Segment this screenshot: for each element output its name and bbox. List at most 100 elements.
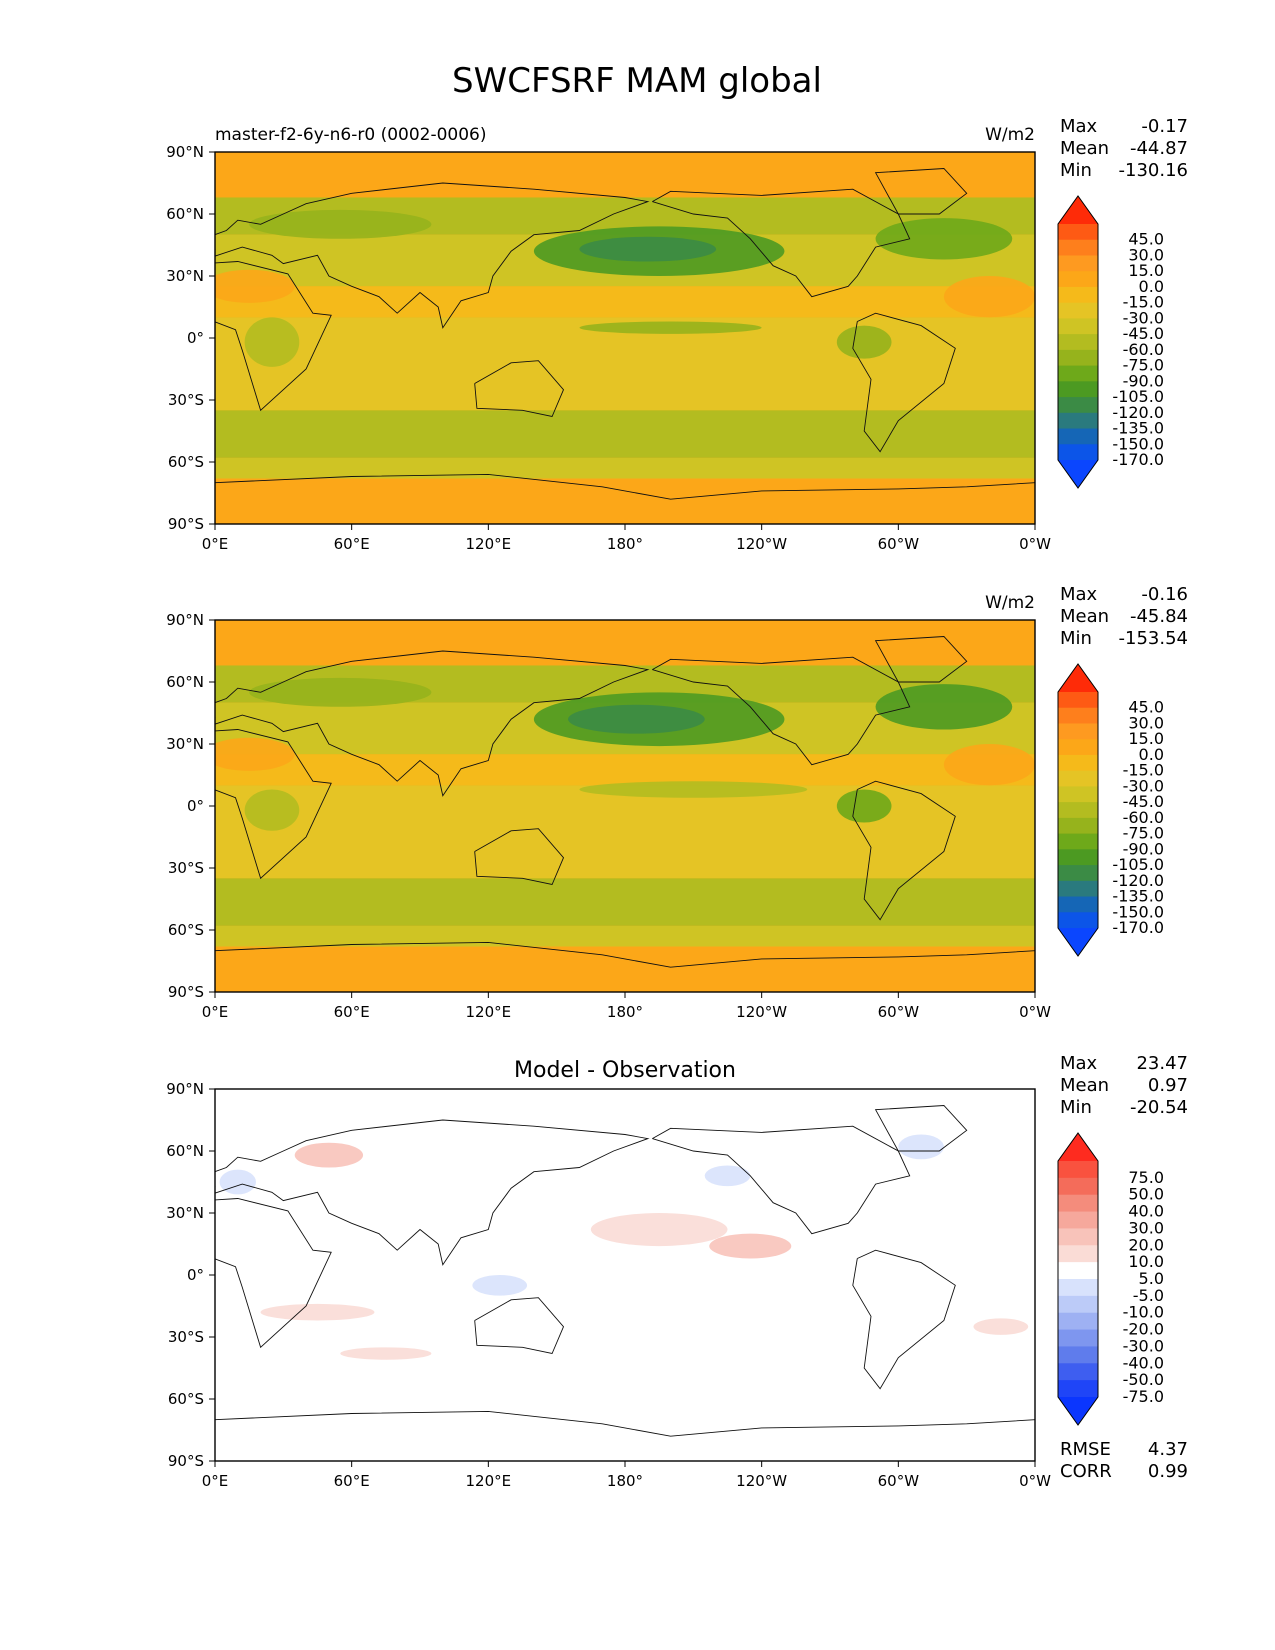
colorbar-segment bbox=[1058, 1279, 1098, 1297]
coastline bbox=[474, 1297, 565, 1355]
coastline bbox=[874, 636, 968, 683]
x-tick-label: 0°W bbox=[1019, 1472, 1051, 1490]
y-tick-label: 30°S bbox=[168, 1328, 204, 1346]
colorbar-tick-label: -120.0 bbox=[1112, 871, 1164, 890]
colorbar-segment bbox=[1058, 428, 1098, 445]
coastline bbox=[852, 780, 956, 921]
field-blob bbox=[836, 789, 892, 823]
field-band bbox=[215, 369, 1035, 411]
field-band bbox=[215, 837, 1035, 879]
y-tick-label: 90°S bbox=[168, 983, 204, 1001]
field-blob bbox=[244, 789, 300, 831]
stat-value: -130.16 bbox=[1119, 160, 1188, 181]
colorbar-tick-label: 0.0 bbox=[1139, 277, 1164, 296]
colorbar-segment bbox=[1058, 754, 1098, 772]
field-blob bbox=[898, 1134, 944, 1160]
colorbar-tick-label: 5.0 bbox=[1139, 1269, 1164, 1288]
colorbar-segment bbox=[1058, 286, 1098, 304]
x-tick-label: 60°E bbox=[334, 1003, 370, 1021]
colorbar-outline bbox=[1057, 1132, 1099, 1426]
stat-label: Max bbox=[1060, 116, 1098, 137]
coastline bbox=[874, 1105, 968, 1152]
colorbar-tick-label: 30.0 bbox=[1128, 245, 1164, 264]
colorbar-segment bbox=[1058, 365, 1098, 382]
stat-value: -45.84 bbox=[1130, 606, 1188, 627]
x-tick-label: 180° bbox=[607, 1472, 643, 1490]
colorbar-tick-label: -135.0 bbox=[1112, 419, 1164, 438]
x-tick-label: 60°W bbox=[878, 1003, 920, 1021]
colorbar-segment bbox=[1058, 1161, 1098, 1179]
coastline bbox=[215, 650, 650, 797]
coastline bbox=[215, 1410, 1035, 1437]
x-tick-label: 0°E bbox=[202, 535, 229, 553]
colorbar-segment bbox=[1058, 255, 1098, 272]
colorbar-tick-label: -30.0 bbox=[1123, 308, 1164, 327]
y-tick-label: 30°N bbox=[166, 1204, 204, 1222]
metric-value: 0.99 bbox=[1148, 1461, 1188, 1482]
y-tick-label: 0° bbox=[187, 329, 204, 347]
field-blob bbox=[244, 317, 300, 367]
x-tick-label: 60°E bbox=[334, 1472, 370, 1490]
y-tick-label: 90°N bbox=[166, 143, 204, 161]
map-panel-difference: 0°E 60°E 120°E 180° 120°W 60°W 0°W 90°N 60°N 30°N… bbox=[166, 1053, 1188, 1490]
panel-left-title: master-f2-6y-n6-r0 (0002-0006) bbox=[215, 125, 487, 145]
stat-label: Min bbox=[1060, 628, 1092, 649]
y-tick-label: 90°N bbox=[166, 611, 204, 629]
x-tick-label: 120°E bbox=[466, 1003, 512, 1021]
colorbar-segment bbox=[1058, 865, 1098, 882]
colorbar-segment bbox=[1058, 849, 1098, 866]
colorbar-tick-label: -120.0 bbox=[1112, 403, 1164, 422]
colorbar-segment bbox=[1058, 1312, 1098, 1331]
metric-label: RMSE bbox=[1060, 1439, 1111, 1460]
colorbar-tick-label: -105.0 bbox=[1112, 855, 1164, 874]
x-tick-label: 120°E bbox=[466, 535, 512, 553]
colorbar-segment bbox=[1058, 739, 1098, 756]
colorbar-segment bbox=[1058, 224, 1098, 241]
colorbar-tick-label: 20.0 bbox=[1128, 1235, 1164, 1254]
x-tick-label: 120°W bbox=[736, 1003, 787, 1021]
coastline bbox=[215, 941, 1035, 968]
field-blob bbox=[219, 1169, 256, 1195]
colorbar-tick-label: 30.0 bbox=[1128, 1218, 1164, 1237]
x-tick-label: 0°E bbox=[202, 1003, 229, 1021]
stat-label: Mean bbox=[1060, 138, 1109, 159]
field-band bbox=[215, 286, 1035, 318]
panel-center-title: Model - Observation bbox=[514, 1058, 736, 1083]
x-tick-label: 120°E bbox=[466, 1472, 512, 1490]
metric-value: 4.37 bbox=[1148, 1439, 1188, 1460]
y-tick-label: 60°N bbox=[166, 1142, 204, 1160]
y-tick-label: 60°S bbox=[168, 1390, 204, 1408]
coastline bbox=[215, 473, 1035, 500]
coastline bbox=[852, 1249, 956, 1390]
field-blob bbox=[836, 325, 892, 359]
stat-value: -0.16 bbox=[1141, 584, 1188, 605]
colorbar-segment bbox=[1058, 1245, 1098, 1263]
field-blob bbox=[704, 1165, 751, 1187]
stat-label: Min bbox=[1060, 1097, 1092, 1118]
colorbar-segment bbox=[1058, 334, 1098, 351]
colorbar-tick-label: -60.0 bbox=[1123, 808, 1164, 827]
colorbar-tick-label: 15.0 bbox=[1128, 729, 1164, 748]
colorbar-segment bbox=[1058, 302, 1098, 319]
colorbar-segment bbox=[1058, 1228, 1098, 1246]
panels-group: 0°E 60°E 120°E 180° 120°W 60°W 0°W 90°N 60°N 30°N… bbox=[166, 116, 1188, 1490]
colorbar-tick-label: -90.0 bbox=[1123, 371, 1164, 390]
field-blob bbox=[249, 677, 432, 707]
colorbar-tick-label: -170.0 bbox=[1112, 450, 1164, 469]
x-tick-label: 60°W bbox=[878, 535, 920, 553]
colorbar-segment bbox=[1058, 412, 1098, 430]
field-blob bbox=[875, 218, 1013, 260]
panel-units: W/m2 bbox=[985, 593, 1035, 613]
y-tick-label: 0° bbox=[187, 1266, 204, 1284]
colorbar-tick-label: -20.0 bbox=[1123, 1320, 1164, 1339]
field-band bbox=[215, 152, 1035, 198]
colorbar-tick-label: -75.0 bbox=[1123, 824, 1164, 843]
y-tick-label: 90°N bbox=[166, 1080, 204, 1098]
colorbar-segment bbox=[1058, 349, 1098, 367]
colorbar-segment bbox=[1058, 239, 1098, 256]
y-tick-label: 60°S bbox=[168, 921, 204, 939]
coastline bbox=[215, 182, 650, 329]
colorbar-segment bbox=[1058, 707, 1098, 724]
colorbar-tick-label: -135.0 bbox=[1112, 887, 1164, 906]
colorbar-tick-label: -45.0 bbox=[1123, 792, 1164, 811]
